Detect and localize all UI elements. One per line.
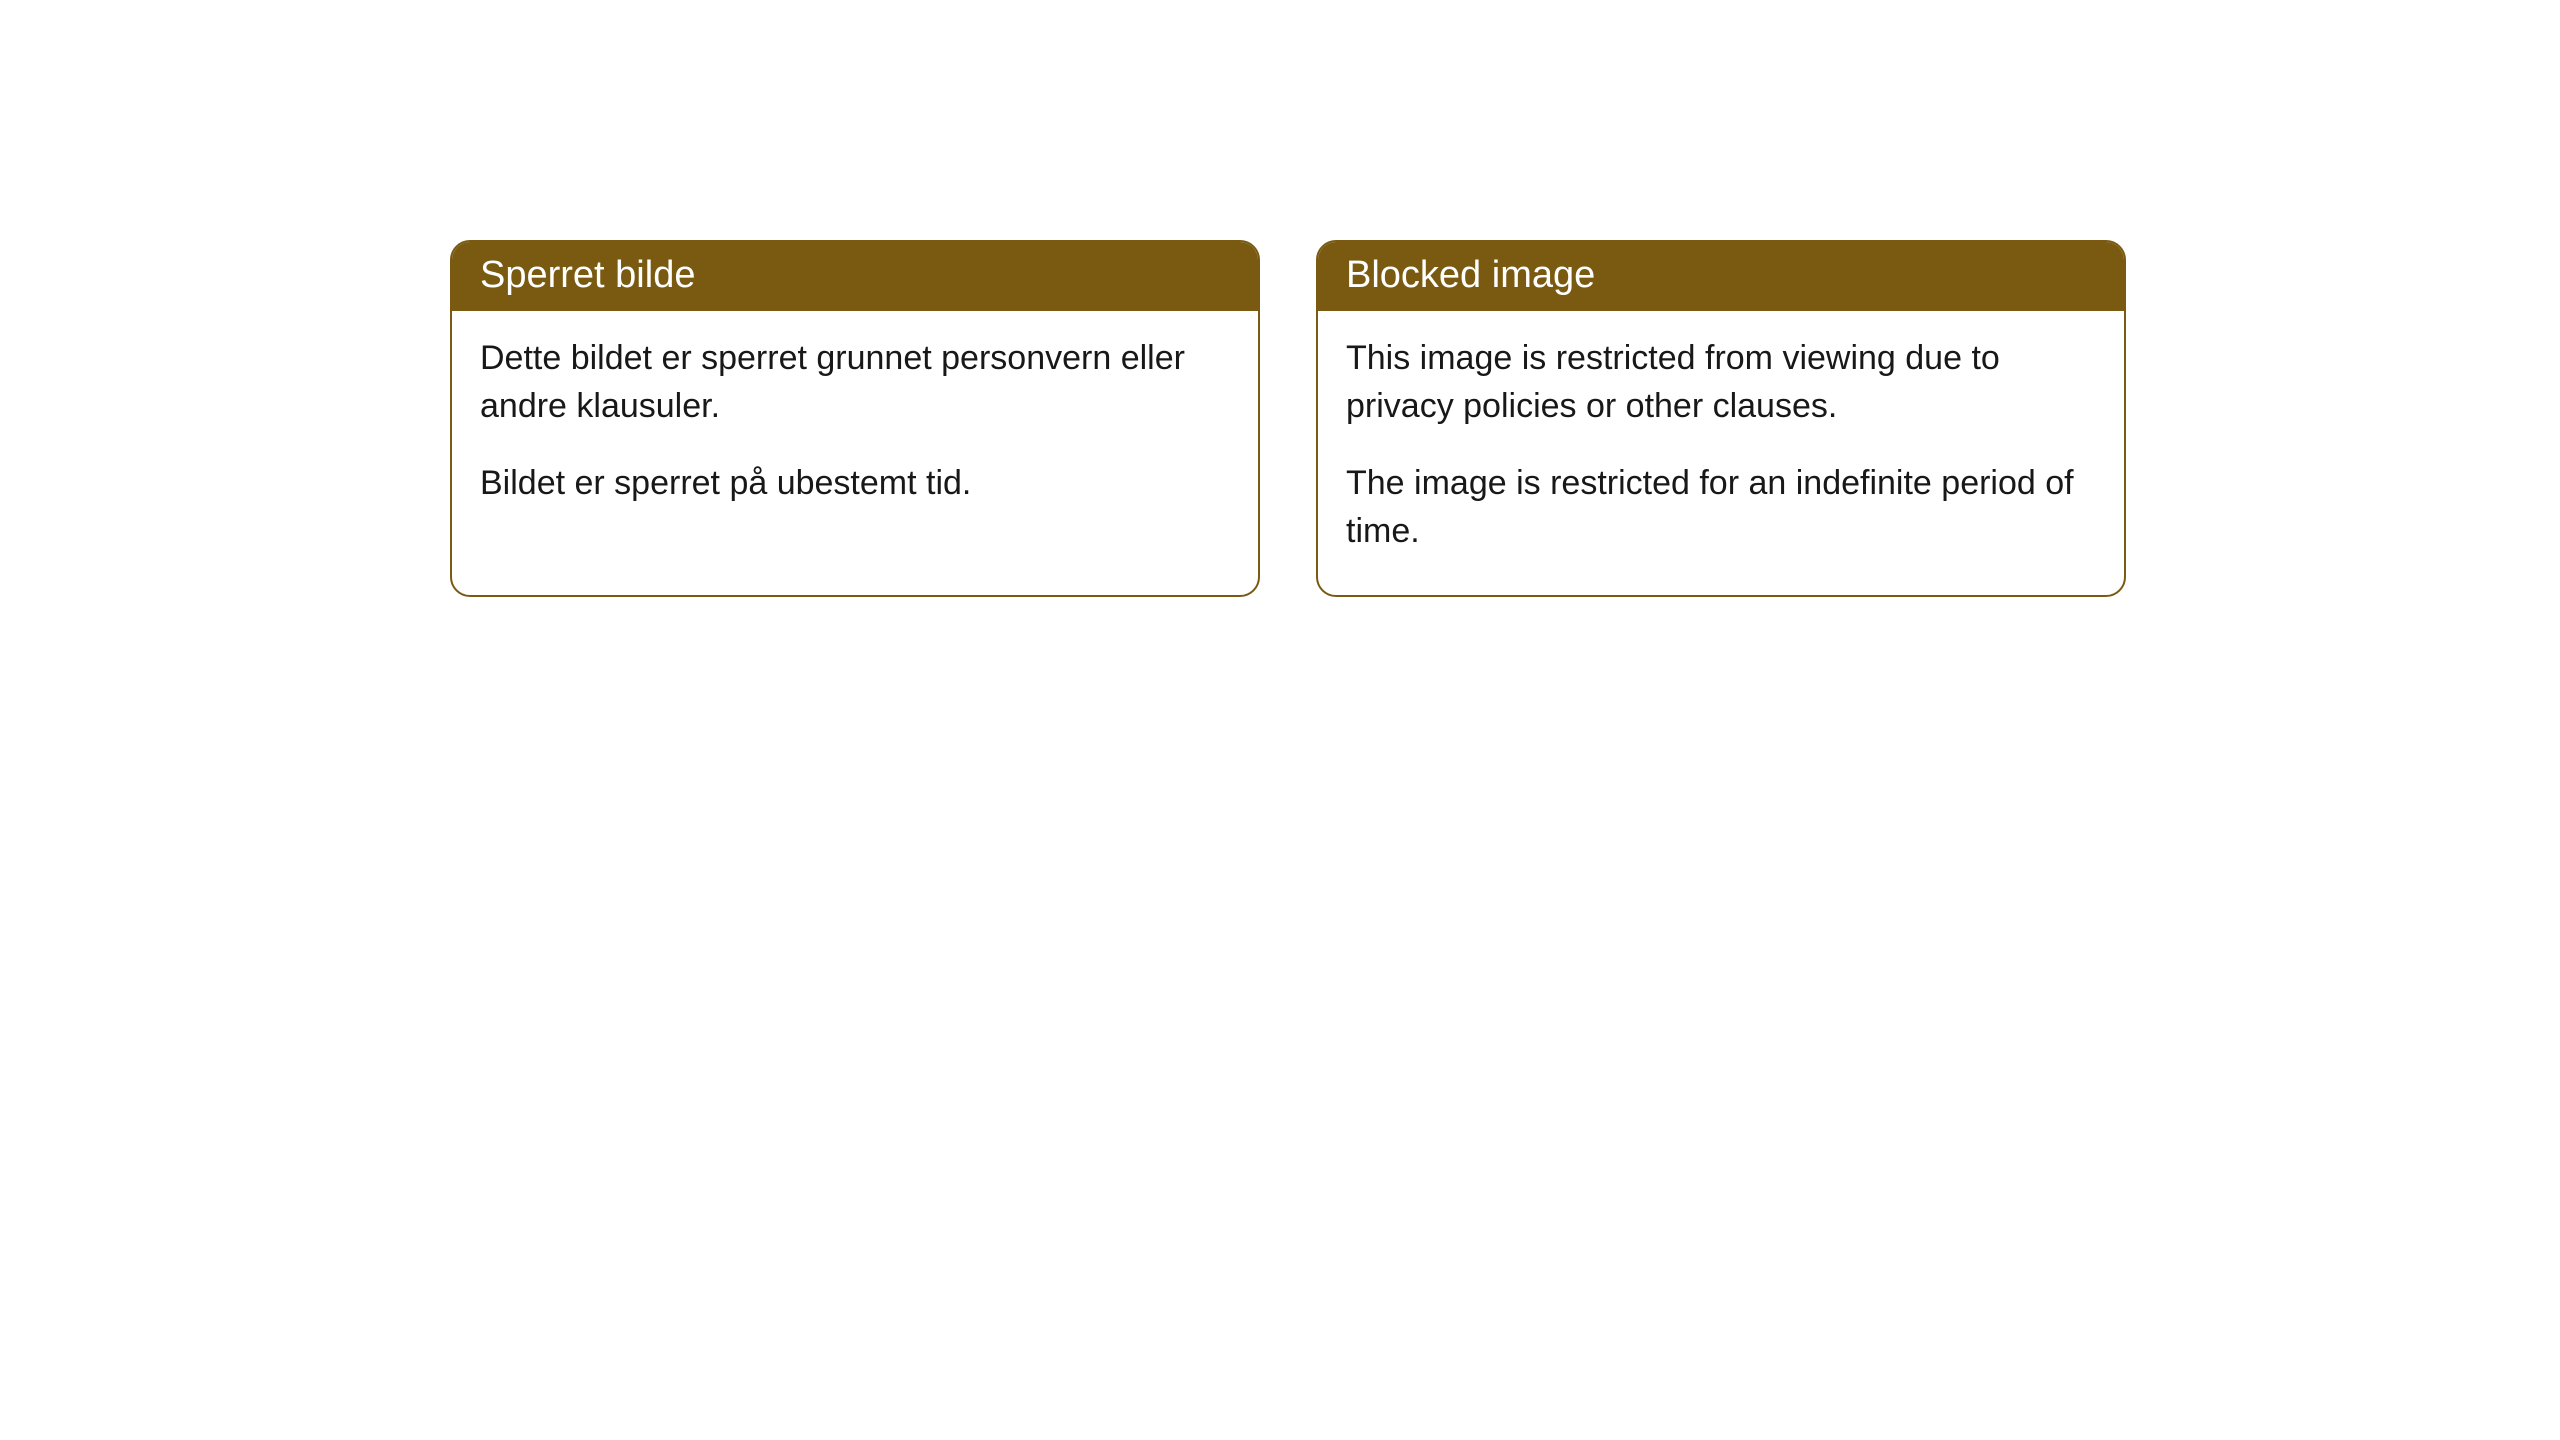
blocked-image-card-no: Sperret bilde Dette bildet er sperret gr…	[450, 240, 1260, 597]
blocked-image-card-en: Blocked image This image is restricted f…	[1316, 240, 2126, 597]
card-paragraph-no-1: Dette bildet er sperret grunnet personve…	[480, 335, 1230, 430]
card-paragraph-en-1: This image is restricted from viewing du…	[1346, 335, 2096, 430]
card-header-en: Blocked image	[1318, 242, 2124, 311]
card-paragraph-no-2: Bildet er sperret på ubestemt tid.	[480, 460, 1230, 508]
card-body-en: This image is restricted from viewing du…	[1318, 311, 2124, 595]
card-paragraph-en-2: The image is restricted for an indefinit…	[1346, 460, 2096, 555]
card-body-no: Dette bildet er sperret grunnet personve…	[452, 311, 1258, 548]
notice-cards-container: Sperret bilde Dette bildet er sperret gr…	[450, 240, 2560, 597]
card-header-no: Sperret bilde	[452, 242, 1258, 311]
